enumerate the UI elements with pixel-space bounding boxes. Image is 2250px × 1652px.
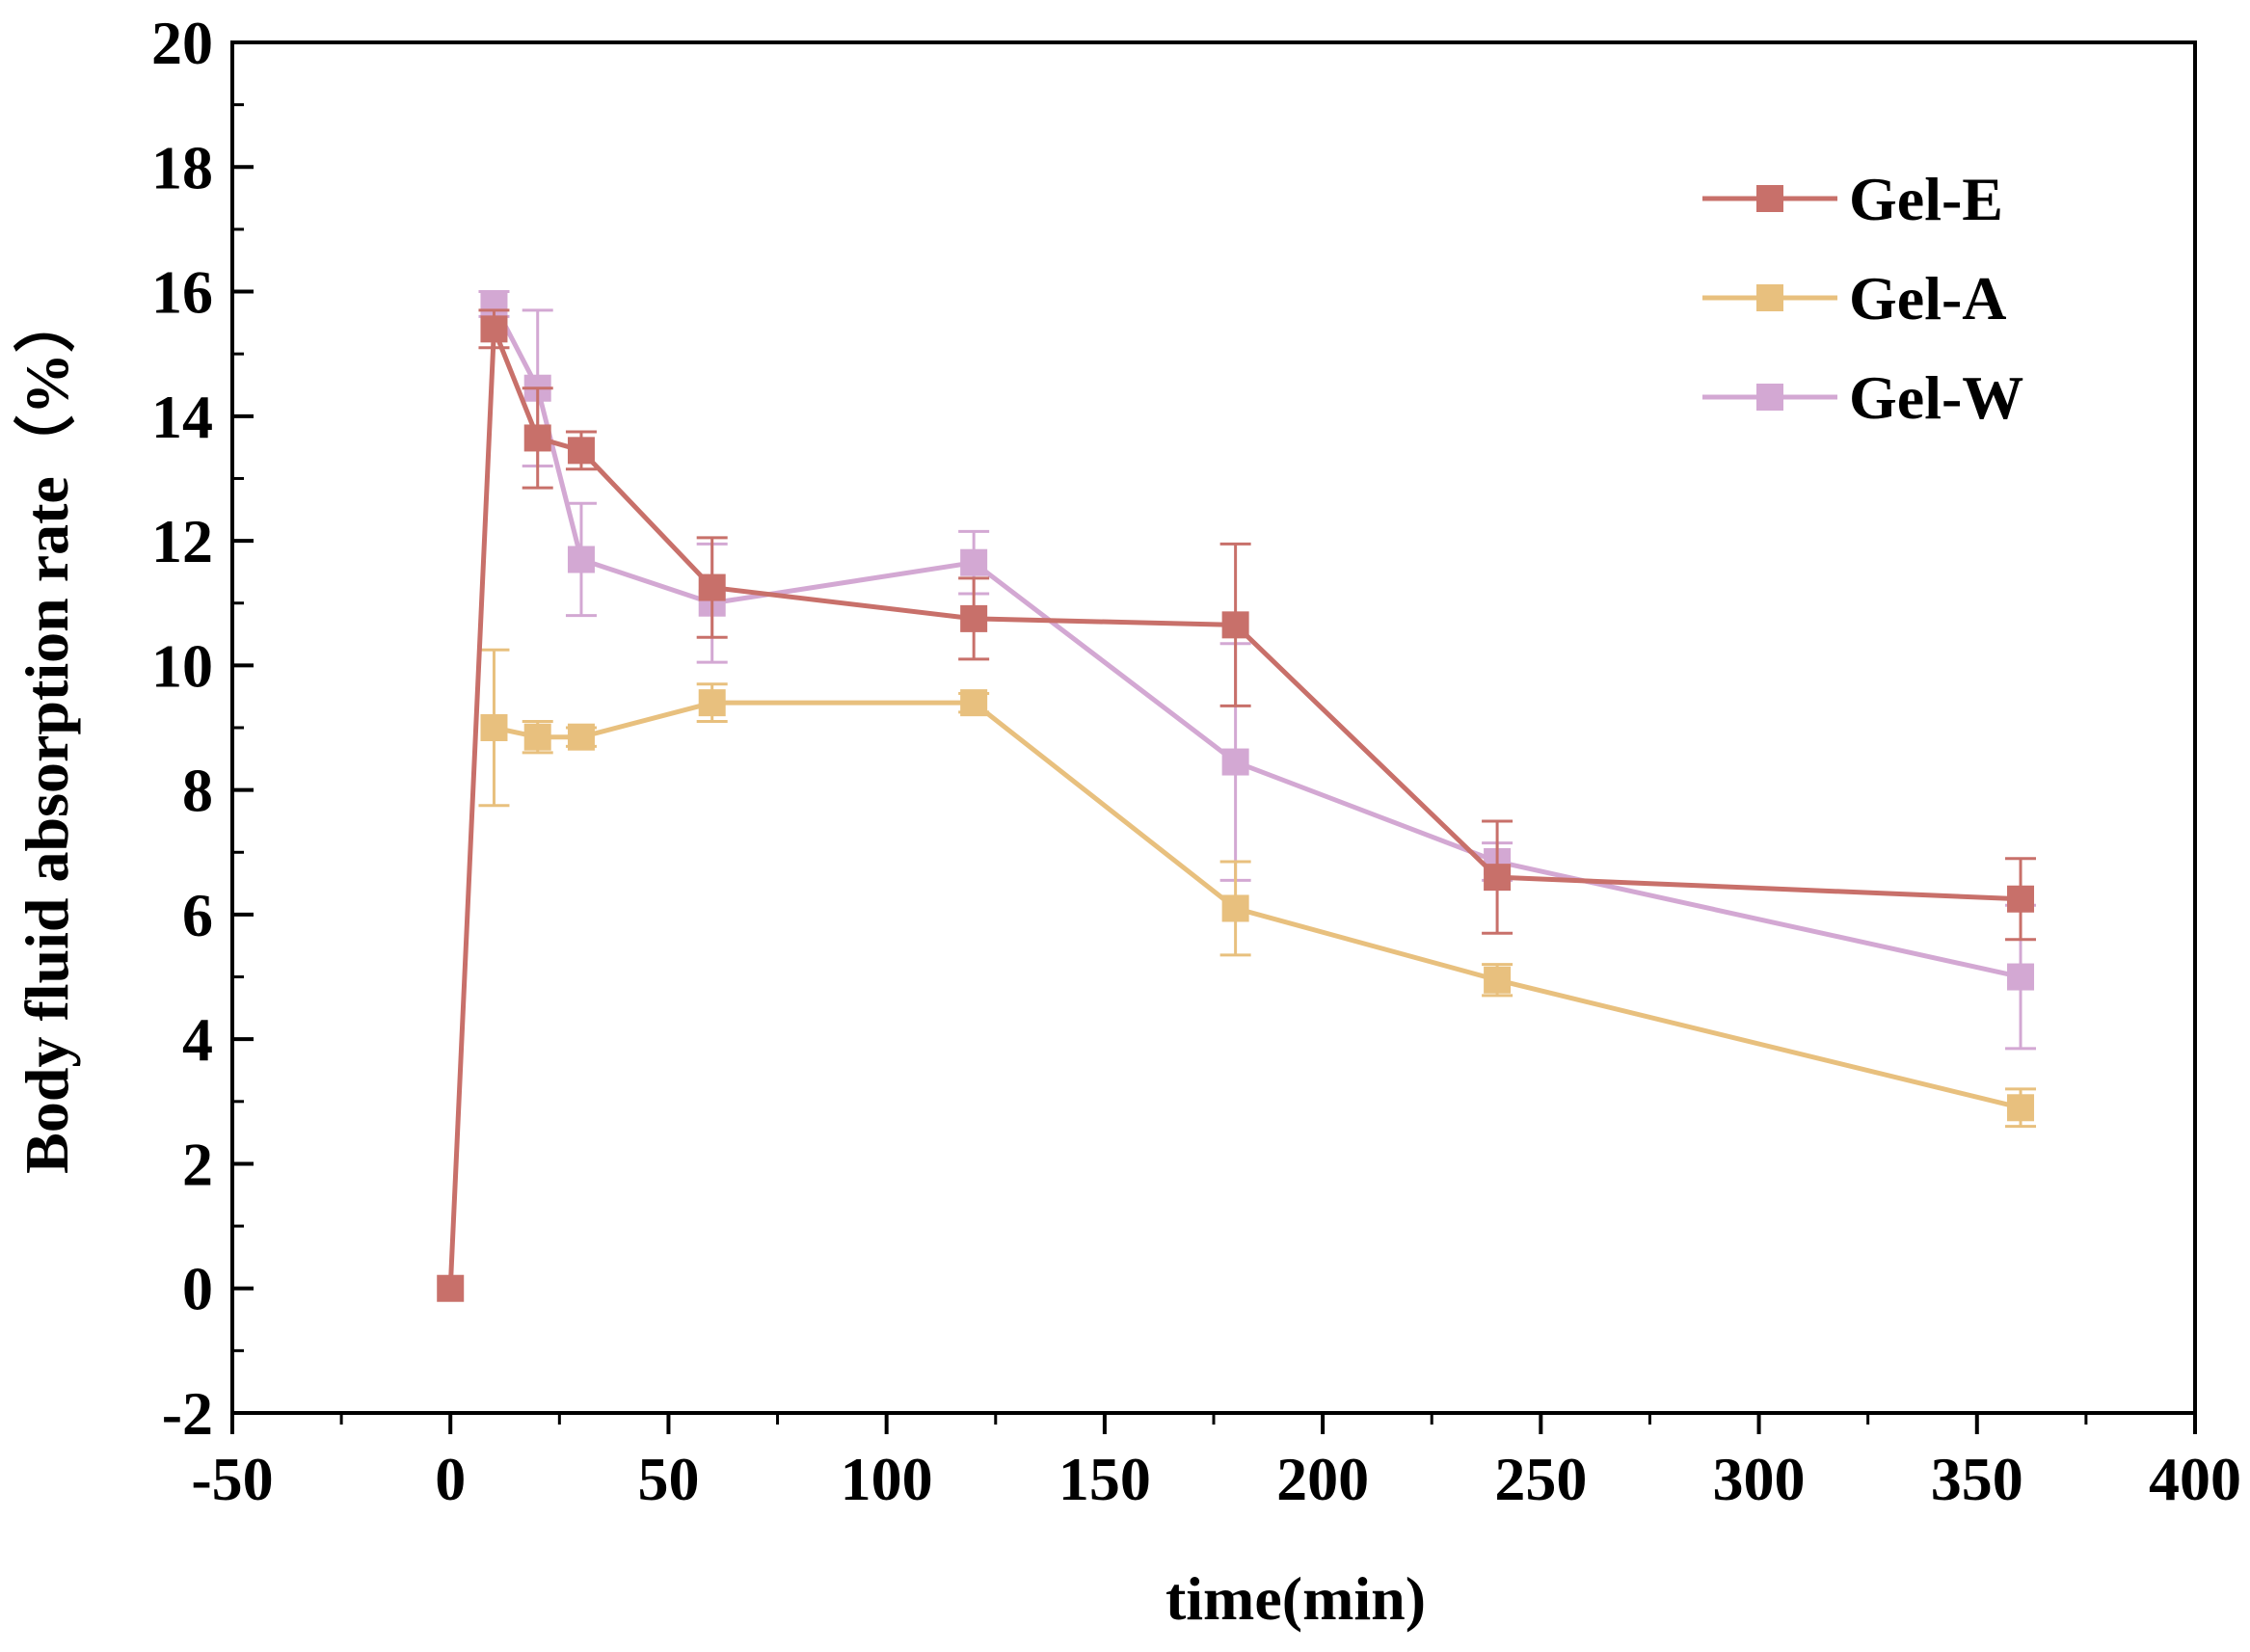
data-point <box>2007 885 2035 913</box>
y-tick-label: 10 <box>151 631 213 700</box>
data-point <box>437 1274 465 1302</box>
data-point <box>1221 611 1249 639</box>
y-tick-label: 20 <box>151 9 213 77</box>
x-axis-title: time(min) <box>1165 1564 1426 1633</box>
data-point <box>480 714 508 741</box>
legend-label: Gel-W <box>1849 363 2023 432</box>
x-tick-label: 50 <box>637 1445 699 1513</box>
data-point <box>1484 864 1512 892</box>
x-tick-label: 0 <box>435 1445 466 1513</box>
data-point <box>960 689 988 717</box>
data-point <box>480 315 508 343</box>
data-point <box>1221 748 1249 776</box>
legend-label: Gel-E <box>1849 165 2003 233</box>
data-point <box>2007 1094 2035 1122</box>
legend-item-gel-w: Gel-W <box>1702 363 2023 432</box>
x-axis-ticks: -50 0 50 100 150 200 250 300 350 400 <box>191 1413 2241 1513</box>
x-tick-label: 250 <box>1494 1445 1587 1513</box>
data-point <box>523 424 551 452</box>
x-tick-label: 200 <box>1276 1445 1369 1513</box>
x-tick-label: 350 <box>1931 1445 2023 1513</box>
data-point <box>567 723 595 751</box>
y-tick-label: 6 <box>182 881 213 949</box>
y-tick-label: 16 <box>151 258 213 327</box>
y-tick-label: 8 <box>182 757 213 825</box>
data-point <box>960 604 988 632</box>
y-tick-label: 0 <box>182 1255 213 1323</box>
data-point <box>698 689 726 717</box>
data-point <box>567 437 595 465</box>
y-tick-label: 4 <box>182 1005 213 1074</box>
x-tick-label: 100 <box>841 1445 933 1513</box>
y-tick-label: 12 <box>151 507 213 575</box>
x-tick-label: -50 <box>191 1445 273 1513</box>
data-point <box>698 573 726 601</box>
legend-item-gel-e: Gel-E <box>1702 165 2003 233</box>
data-point <box>1221 894 1249 922</box>
legend-item-gel-a: Gel-A <box>1702 264 2007 333</box>
series-gel-w <box>478 290 2037 1051</box>
legend-marker <box>1756 284 1783 311</box>
y-tick-label: 18 <box>151 133 213 201</box>
x-tick-label: 300 <box>1713 1445 1806 1513</box>
legend-marker <box>1756 185 1783 212</box>
series-line <box>492 303 2022 979</box>
y-axis-title: Body fluid absorption rate（%） <box>13 291 81 1174</box>
data-point <box>2007 963 2035 991</box>
data-point <box>567 546 595 573</box>
legend-label: Gel-A <box>1849 264 2007 333</box>
legend: Gel-E Gel-A Gel-W <box>1702 165 2023 432</box>
series-gel-a <box>478 648 2037 1129</box>
data-point <box>1484 966 1512 994</box>
data-point <box>523 723 551 751</box>
y-axis-ticks: -2 0 2 4 6 8 10 12 14 16 18 20 <box>151 9 254 1448</box>
series-line <box>493 700 2022 1110</box>
y-tick-label: -2 <box>162 1379 213 1448</box>
series-layer <box>437 290 2037 1302</box>
y-tick-label: 2 <box>182 1130 213 1198</box>
x-tick-label: 400 <box>2149 1445 2241 1513</box>
y-tick-label: 14 <box>151 383 213 451</box>
data-point <box>960 548 988 576</box>
legend-marker <box>1756 384 1783 411</box>
x-tick-label: 150 <box>1058 1445 1151 1513</box>
series-gel-e <box>437 308 2037 1302</box>
